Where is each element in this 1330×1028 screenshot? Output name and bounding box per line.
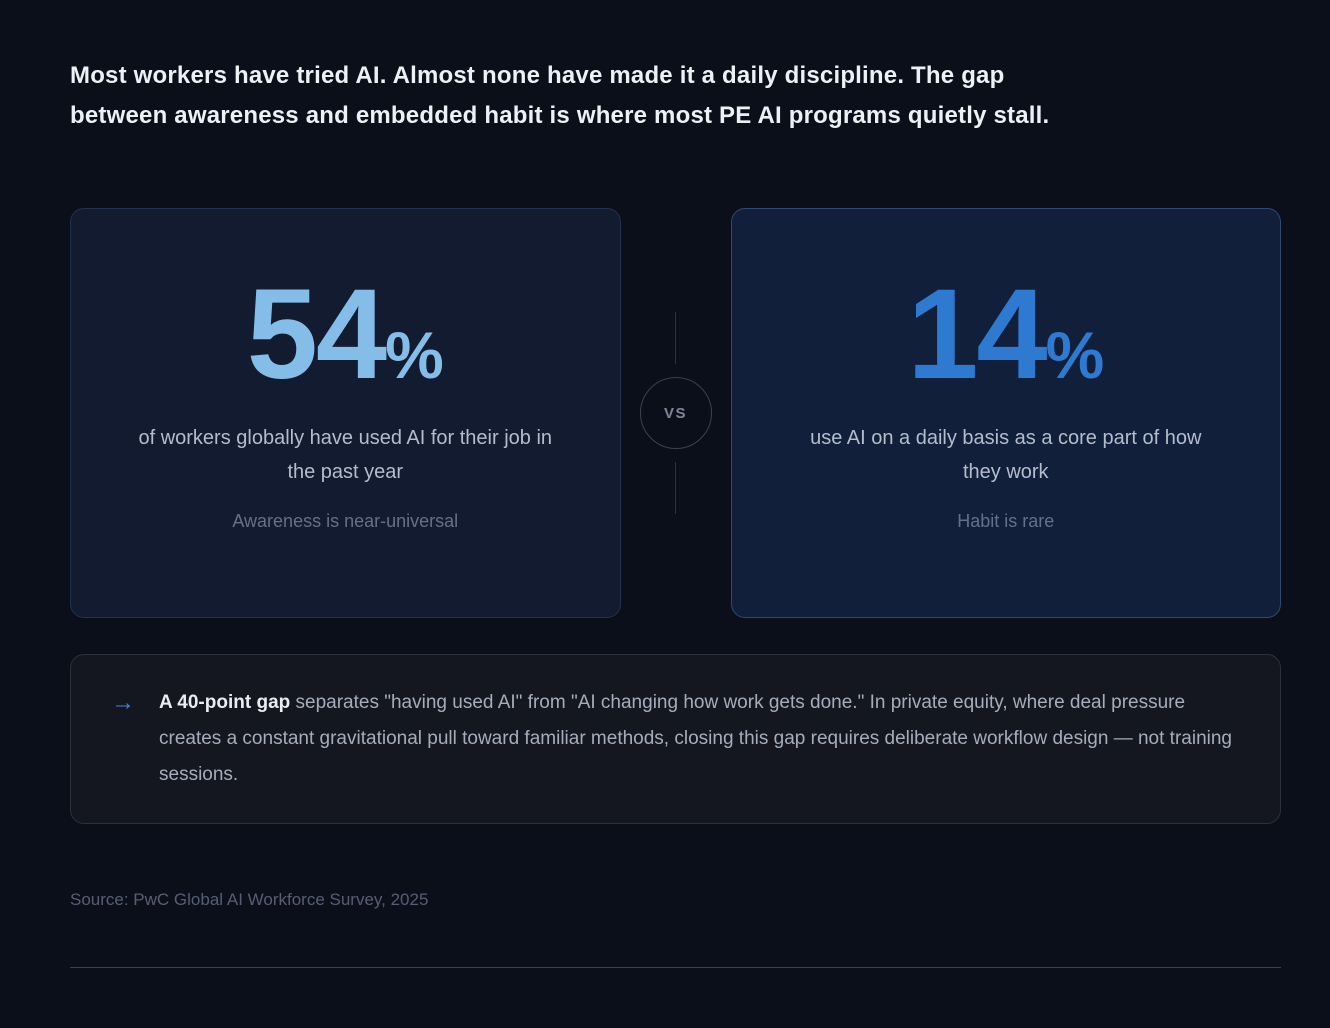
stat-number-habit: 14 [907, 263, 1047, 406]
source-caption: Source: PwC Global AI Workforce Survey, … [70, 890, 429, 909]
stat-number-awareness: 54 [246, 263, 387, 406]
callout-body: separates "having used AI" from "AI chan… [159, 692, 1232, 785]
stat-value-habit: 14% [732, 271, 1281, 399]
connector-line-top [675, 312, 676, 364]
callout-lead: A 40-point gap [159, 692, 291, 713]
stat-description-awareness: of workers globally have used AI for the… [138, 427, 553, 483]
headline: Most workers have tried AI. Almost none … [70, 62, 1050, 129]
percent-sign-awareness: % [385, 318, 444, 392]
percent-sign-habit: % [1045, 318, 1105, 392]
stat-card-awareness: 54% of workers globally have used AI for… [70, 208, 621, 618]
slide-content: Most workers have tried AI. Almost none … [70, 0, 1281, 968]
insight-callout: → A 40-point gap separates "having used … [70, 654, 1281, 824]
arrow-right-icon: → [111, 689, 135, 716]
bottom-divider [70, 967, 1281, 968]
vs-circle: VS [639, 377, 712, 449]
stat-note-awareness: Awareness is near-universal [232, 511, 459, 531]
vs-connector: VS [621, 208, 731, 618]
vs-label: VS [663, 404, 687, 422]
callout-text: A 40-point gap separates "having used AI… [159, 685, 1236, 793]
connector-line-bottom [675, 462, 676, 514]
stat-description-habit: use AI on a daily basis as a core part o… [810, 427, 1202, 483]
stat-card-habit: 14% use AI on a daily basis as a core pa… [730, 208, 1281, 618]
stat-note-habit: Habit is rare [957, 511, 1055, 531]
stat-value-awareness: 54% [71, 271, 620, 399]
comparison-row: 54% of workers globally have used AI for… [70, 208, 1281, 618]
